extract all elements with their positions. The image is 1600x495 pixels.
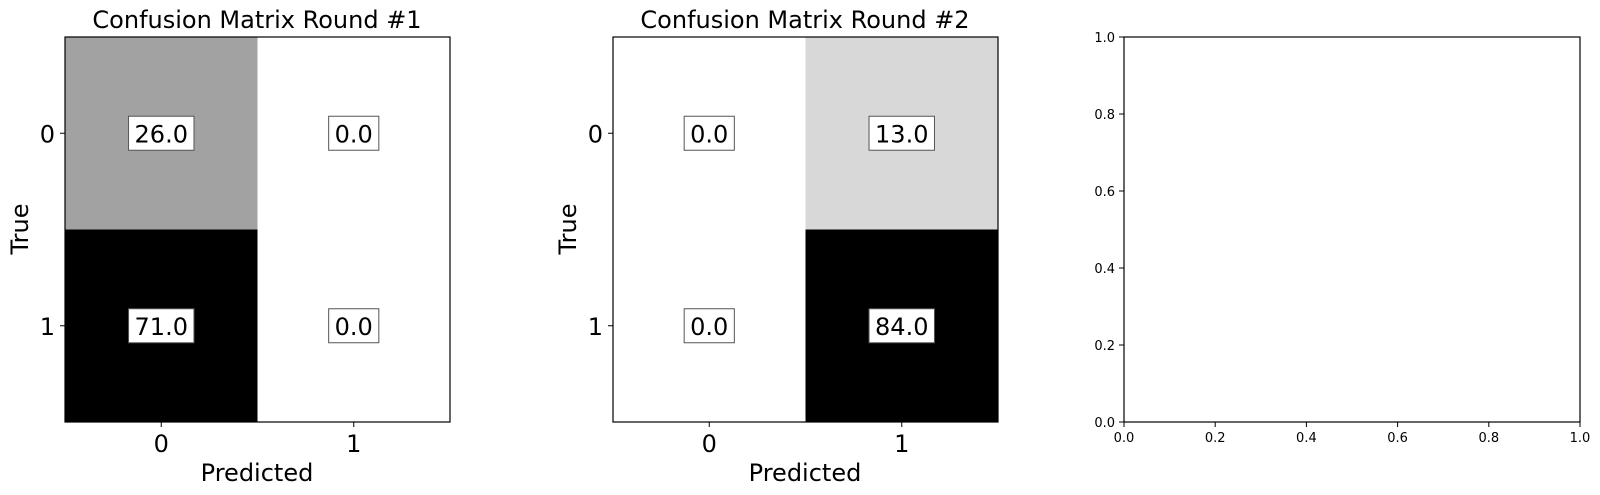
cm2-cell-label-box-0-1 (868, 115, 935, 151)
cm2-x-tick-label-1: 1 (894, 430, 909, 458)
cm1-cell-label-0-1: 0.0 (335, 120, 373, 148)
empty-x-tick-label-0: 0.0 (1114, 431, 1135, 446)
cm2-title: Confusion Matrix Round #2 (640, 6, 969, 34)
cm1-x-tick-label-1: 1 (346, 430, 361, 458)
cm1-x-tick-label-0: 0 (154, 430, 169, 458)
cm1-title: Confusion Matrix Round #1 (92, 6, 421, 34)
cm1-frame (64, 36, 451, 423)
empty-y-tick-label-0: 0.0 (1094, 416, 1115, 431)
cm1-y-axis-label: True (6, 204, 34, 256)
cm1-cell-label-box-0-1 (328, 115, 380, 151)
cm2-cell-label-0-1: 13.0 (875, 120, 928, 148)
cm2-x-tick-label-0: 0 (702, 430, 717, 458)
cm2-x-axis-label: Predicted (749, 459, 862, 487)
empty-y-tick-label-1: 0.2 (1094, 339, 1115, 354)
cm1-cell-label-box-0-0 (128, 115, 195, 151)
empty-x-tick-label-5: 1.0 (1570, 431, 1591, 446)
empty-axes-y-ticks: 0.0 0.2 0.4 0.6 0.8 1.0 (1094, 31, 1124, 431)
empty-axes: 0.0 0.2 0.4 0.6 0.8 1.0 0.0 0.2 0.4 0.6 0.8 1.0 (1094, 31, 1590, 446)
cm2-y-tick-label-0: 0 (588, 120, 603, 148)
cm1-cell-label-box-1-1 (328, 308, 380, 344)
cm2-y-axis-label: True (554, 204, 582, 256)
cm1-cell-label-0-0: 26.0 (135, 120, 188, 148)
empty-x-tick-label-2: 0.4 (1296, 431, 1317, 446)
cm1-x-axis-label: Predicted (201, 459, 314, 487)
empty-x-tick-label-1: 0.2 (1205, 431, 1226, 446)
confusion-matrix-1: Confusion Matrix Round #1 26.0 0.0 71.0 0.0… (6, 6, 451, 487)
empty-y-tick-label-4: 0.8 (1094, 108, 1115, 123)
empty-y-tick-label-3: 0.6 (1094, 185, 1115, 200)
cm1-y-tick-label-1: 1 (40, 313, 55, 341)
cm2-cell-label-box-0-0 (683, 115, 735, 151)
cm1-cell-label-1-1: 0.0 (335, 313, 373, 341)
empty-axes-frame (1123, 36, 1581, 423)
cm1-cell-label-box-1-0 (128, 308, 195, 344)
cm2-cell-label-box-1-0 (683, 308, 735, 344)
empty-y-tick-label-5: 1.0 (1094, 31, 1115, 46)
cm1-cells: 26.0 0.0 71.0 0.0 (65, 37, 450, 422)
empty-x-tick-label-3: 0.6 (1387, 431, 1408, 446)
empty-y-tick-label-2: 0.4 (1094, 262, 1115, 277)
empty-x-tick-label-4: 0.8 (1478, 431, 1499, 446)
cm1-y-tick-label-0: 0 (40, 120, 55, 148)
confusion-matrix-2: Confusion Matrix Round #2 0.0 13.0 0.0 84.0… (554, 6, 999, 487)
cm2-cell-label-1-0: 0.0 (690, 313, 728, 341)
cm1-y-ticks: 01 (40, 120, 65, 341)
cm2-cells: 0.0 13.0 0.0 84.0 (613, 37, 998, 422)
cm1-cell-label-1-0: 71.0 (135, 313, 188, 341)
cm2-y-ticks: 01 (588, 120, 613, 341)
cm2-cell-label-box-1-1 (868, 308, 935, 344)
cm2-cell-label-1-1: 84.0 (875, 313, 928, 341)
cm2-cell-label-0-0: 0.0 (690, 120, 728, 148)
cm2-frame (612, 36, 999, 423)
empty-axes-x-ticks: 0.0 0.2 0.4 0.6 0.8 1.0 (1114, 422, 1591, 446)
cm2-y-tick-label-1: 1 (588, 313, 603, 341)
